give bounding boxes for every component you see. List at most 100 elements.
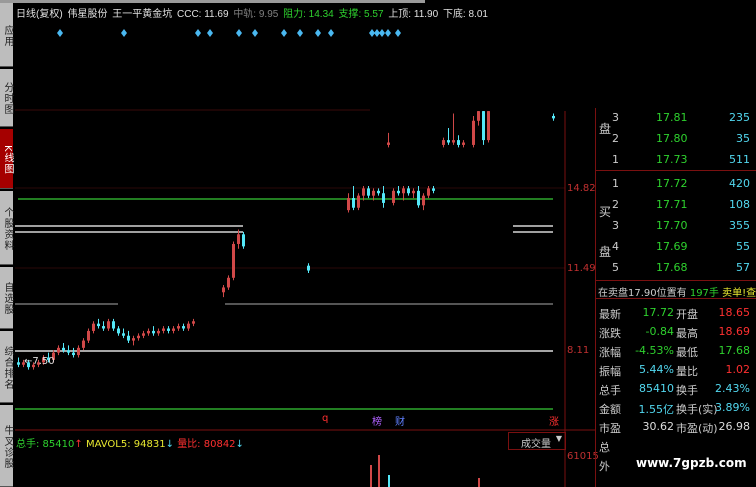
candle[interactable] xyxy=(427,185,430,199)
buy-order-row[interactable]: 5 17.68 57 xyxy=(596,258,754,278)
candle[interactable] xyxy=(152,326,155,336)
event-marker-q[interactable]: q xyxy=(322,413,329,424)
candle[interactable] xyxy=(72,347,75,358)
candle[interactable] xyxy=(22,359,25,368)
candle[interactable] xyxy=(142,330,145,339)
candle[interactable] xyxy=(347,193,350,213)
volume-bar xyxy=(478,478,480,487)
candle[interactable] xyxy=(452,113,455,145)
event-marker-finance[interactable]: 财 xyxy=(395,417,405,428)
candle[interactable] xyxy=(42,355,45,365)
candle[interactable] xyxy=(382,185,385,208)
candle[interactable] xyxy=(402,185,405,201)
event-marker-rank[interactable]: 榜 xyxy=(372,417,382,428)
candle[interactable] xyxy=(162,326,165,334)
candle[interactable] xyxy=(77,345,80,358)
candle[interactable] xyxy=(552,113,555,121)
candle[interactable] xyxy=(352,185,355,211)
candle[interactable] xyxy=(92,321,95,334)
ccc-value: CCC: 11.69 xyxy=(177,9,229,20)
tab-ranking[interactable]: 综合排名 xyxy=(0,331,13,403)
candle[interactable] xyxy=(392,188,395,206)
sell-order-row[interactable]: 1 17.73 511 xyxy=(596,150,754,170)
stat-label: 市盈 xyxy=(599,422,621,435)
candle[interactable] xyxy=(82,338,85,351)
candle[interactable] xyxy=(372,188,375,201)
candle[interactable] xyxy=(97,318,100,329)
candle[interactable] xyxy=(87,328,90,343)
tab-kline[interactable]: K线图 xyxy=(0,129,13,189)
candle[interactable] xyxy=(27,359,30,370)
candle[interactable] xyxy=(112,318,115,331)
candle[interactable] xyxy=(147,328,150,336)
candle[interactable] xyxy=(417,185,420,208)
candle[interactable] xyxy=(192,318,195,327)
candle[interactable] xyxy=(137,333,140,341)
candle[interactable] xyxy=(307,263,310,273)
candle[interactable] xyxy=(442,137,445,148)
tab-stock-info[interactable]: 个股资料 xyxy=(0,191,13,265)
candle[interactable] xyxy=(127,330,130,343)
tab-apps[interactable]: 应用 xyxy=(0,3,13,67)
window-top-strip xyxy=(0,0,425,3)
candle[interactable] xyxy=(132,335,135,346)
tab-intraday[interactable]: 分时图 xyxy=(0,69,13,127)
candle[interactable] xyxy=(472,115,475,148)
candle[interactable] xyxy=(367,185,370,199)
price: 17.69 xyxy=(656,240,688,253)
stat-value: -0.84 xyxy=(645,325,674,338)
candle[interactable] xyxy=(242,231,245,249)
candle[interactable] xyxy=(37,359,40,368)
candle[interactable] xyxy=(222,285,225,298)
candle[interactable] xyxy=(177,323,180,331)
candle[interactable] xyxy=(67,345,70,356)
event-marker-rise[interactable]: 涨 xyxy=(549,417,559,428)
candle[interactable] xyxy=(447,128,450,145)
candle[interactable] xyxy=(232,241,235,281)
buy-order-row[interactable]: 2 17.71 108 xyxy=(596,195,754,215)
tab-watchlist[interactable]: 自选股 xyxy=(0,267,13,329)
stat-value: 1.02 xyxy=(725,363,751,376)
candle[interactable] xyxy=(17,357,20,368)
candle[interactable] xyxy=(397,185,400,196)
candle[interactable] xyxy=(407,185,410,196)
candle[interactable] xyxy=(102,321,105,331)
volume: 235 xyxy=(729,111,750,124)
period-label[interactable]: 日线(复权) xyxy=(16,9,63,20)
candle[interactable] xyxy=(167,326,170,334)
sell-order-row[interactable]: 2 17.80 35 xyxy=(596,129,754,149)
candle[interactable] xyxy=(422,193,425,211)
sell-order-row[interactable]: 3 17.81 235 xyxy=(596,108,754,128)
candle[interactable] xyxy=(432,185,435,194)
indicator-name[interactable]: 王一平黄金坑 xyxy=(112,9,173,20)
candle[interactable] xyxy=(237,229,240,249)
candle[interactable] xyxy=(122,328,125,339)
candle[interactable] xyxy=(362,185,365,201)
candle[interactable] xyxy=(47,352,50,363)
candle[interactable] xyxy=(357,193,360,211)
candle[interactable] xyxy=(157,328,160,336)
candle[interactable] xyxy=(227,275,230,290)
candle[interactable] xyxy=(377,188,380,196)
candle[interactable] xyxy=(457,135,460,148)
candle[interactable] xyxy=(52,350,55,363)
view-detail-link[interactable]: 查看详细 xyxy=(746,288,756,299)
indicator-select[interactable]: 成交量 ▼ xyxy=(508,432,566,450)
buy-order-row[interactable]: 1 17.72 420 xyxy=(596,174,754,194)
candle[interactable] xyxy=(107,318,110,331)
candle[interactable] xyxy=(32,362,35,370)
candle[interactable] xyxy=(172,326,175,334)
candle[interactable] xyxy=(182,323,185,331)
candle[interactable] xyxy=(117,326,120,336)
candle[interactable] xyxy=(387,132,390,148)
buy-order-row[interactable]: 3 17.70 355 xyxy=(596,216,754,236)
candle[interactable] xyxy=(487,106,490,143)
candle[interactable] xyxy=(412,188,415,199)
candle[interactable] xyxy=(62,342,65,353)
candle[interactable] xyxy=(187,321,190,331)
buy-order-row[interactable]: 4 17.69 55 xyxy=(596,237,754,257)
candle[interactable] xyxy=(462,140,465,148)
stat-value: -4.53% xyxy=(635,344,674,357)
candle[interactable] xyxy=(57,345,60,356)
